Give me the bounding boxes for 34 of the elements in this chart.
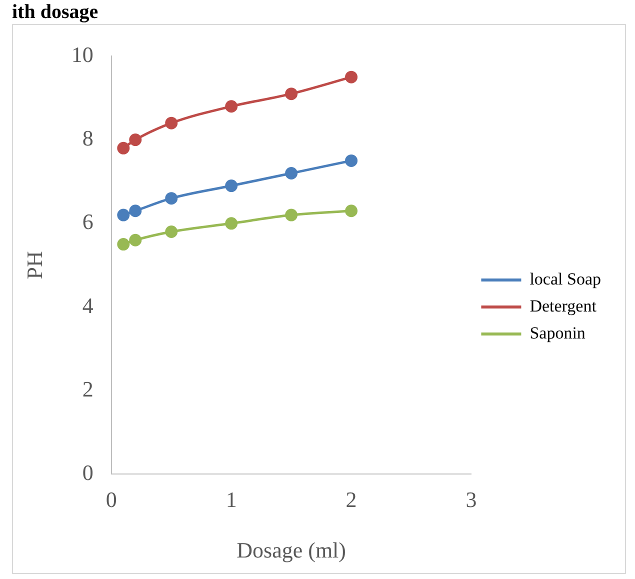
chart-title: ith dosage	[11, 0, 100, 24]
point	[225, 100, 238, 113]
point	[165, 116, 178, 130]
point	[129, 234, 142, 246]
point	[117, 208, 130, 222]
point	[285, 166, 298, 180]
point	[129, 204, 142, 218]
y-axis-title: PH	[22, 251, 47, 280]
y-tick-label: 0	[82, 460, 94, 485]
x-tick-label: 1	[226, 487, 237, 512]
x-tick-label: 2	[346, 487, 357, 512]
point	[129, 134, 142, 146]
y-tick-label: 10	[71, 42, 94, 67]
y-tick-label: 2	[82, 376, 94, 402]
y-tick-label: 6	[82, 209, 94, 234]
legend-label: Saponin	[530, 323, 586, 342]
point	[117, 142, 130, 154]
y-tick-label: 4	[82, 292, 94, 318]
point	[225, 217, 238, 230]
legend-label: Detergent	[530, 296, 597, 316]
point	[165, 226, 178, 238]
point	[165, 192, 178, 205]
x-tick-label: 3	[466, 487, 477, 512]
point	[285, 88, 298, 100]
y-tick-label: 8	[82, 126, 94, 151]
point	[285, 208, 298, 222]
x-tick-label: 0	[106, 487, 117, 512]
legend-label: local Soap	[530, 269, 602, 288]
point	[345, 154, 358, 167]
point	[345, 204, 358, 218]
point	[225, 180, 238, 192]
point	[117, 238, 130, 251]
point	[345, 70, 358, 84]
x-axis-title: Dosage (ml)	[236, 538, 346, 563]
